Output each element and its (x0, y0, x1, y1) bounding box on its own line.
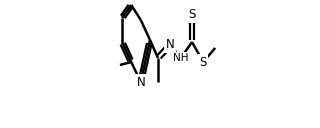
Text: N: N (136, 76, 145, 88)
Text: S: S (188, 8, 196, 22)
Text: S: S (199, 56, 207, 68)
Text: N: N (166, 39, 174, 51)
Text: NH: NH (173, 53, 188, 63)
